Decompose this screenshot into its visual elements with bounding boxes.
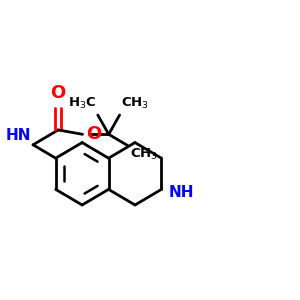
Text: O: O (86, 125, 102, 143)
Text: H$_3$C: H$_3$C (68, 96, 96, 112)
Text: O: O (51, 84, 66, 102)
Text: CH$_3$: CH$_3$ (121, 96, 149, 112)
Text: CH$_3$: CH$_3$ (130, 147, 158, 162)
Text: HN: HN (6, 128, 31, 143)
Text: NH: NH (169, 185, 194, 200)
